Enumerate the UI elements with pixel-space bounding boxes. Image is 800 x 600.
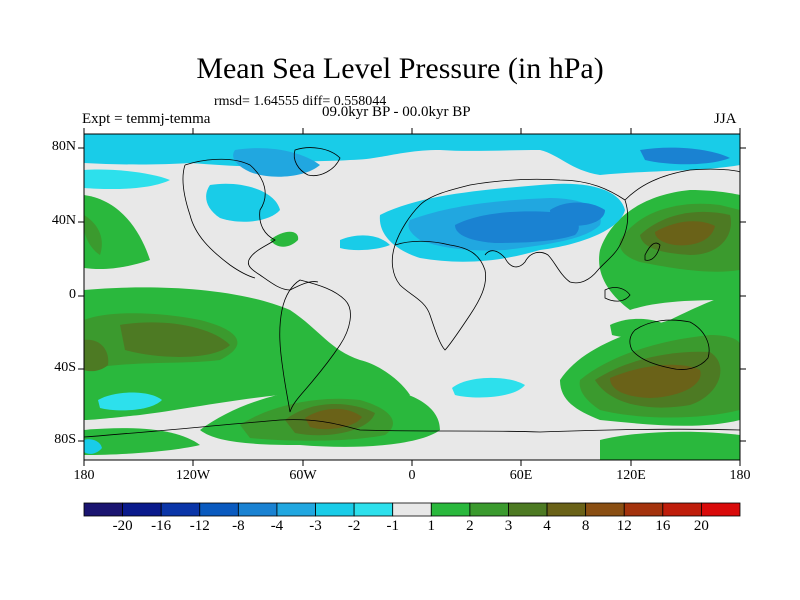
colorbar-label: 4 — [543, 518, 551, 534]
colorbar-swatch — [392, 502, 432, 517]
colorbar-swatch — [701, 502, 741, 517]
season-label: JJA — [714, 111, 737, 127]
longitude-label: 180 — [73, 468, 95, 483]
negative-region — [550, 202, 605, 226]
longitude-label: 60E — [509, 468, 533, 483]
latitude-label: 40S — [54, 360, 76, 375]
colorbar-label: 12 — [616, 518, 632, 534]
colorbar-label: -4 — [270, 518, 284, 534]
positive-region — [84, 215, 102, 255]
south-america-coast — [279, 279, 351, 413]
positive-region — [655, 221, 715, 246]
period-label: 09.0kyr BP - 00.0kyr BP — [322, 104, 471, 120]
map-field — [84, 134, 740, 460]
eurasia-coast — [394, 178, 629, 284]
colorbar-swatch — [199, 502, 239, 517]
colorbar-label: 16 — [655, 518, 671, 534]
positive-region — [610, 318, 670, 338]
negative-region — [84, 439, 102, 454]
colorbar-label: 3 — [504, 518, 513, 534]
colorbar-swatch — [353, 502, 394, 517]
colorbar-swatch — [122, 502, 162, 517]
positive-region — [270, 231, 299, 247]
positive-region — [84, 339, 109, 372]
longitude-label: 0 — [408, 468, 416, 483]
colorbar-swatch — [237, 502, 278, 517]
colorbar-label: -20 — [112, 518, 133, 534]
colorbar-label: 1 — [427, 518, 436, 534]
colorbar-swatch — [276, 502, 316, 517]
eurasia-coast — [624, 168, 740, 201]
colorbar-swatch — [585, 502, 625, 517]
latitude-label: 80N — [51, 139, 76, 154]
negative-region — [455, 211, 579, 243]
statistics-text: rmsd= 1.64555 diff= 0.558044 — [214, 94, 387, 109]
longitude-label: 120W — [175, 468, 211, 483]
africa-coast — [391, 240, 487, 351]
longitude-label: 60W — [289, 468, 317, 483]
colorbar-swatch — [315, 502, 355, 517]
antarctica-coast — [84, 419, 740, 438]
colorbar-swatch — [469, 502, 509, 517]
colorbar-swatch — [546, 502, 587, 517]
longitude-label: 120E — [616, 468, 646, 483]
latitude-label: 40N — [51, 213, 76, 228]
negative-region — [84, 169, 170, 190]
colorbar-swatch — [160, 502, 201, 517]
positive-region — [600, 431, 740, 460]
colorbar-label: -16 — [151, 518, 172, 534]
positive-region — [120, 322, 230, 357]
colorbar-label: 2 — [466, 518, 474, 534]
colorbar-label: 8 — [581, 518, 590, 534]
negative-region — [640, 147, 730, 165]
colorbar-label: -12 — [189, 518, 210, 534]
negative-region — [340, 235, 390, 251]
positive-region — [610, 364, 701, 398]
colorbar-swatch — [508, 502, 548, 517]
australia-coast — [629, 319, 710, 370]
north-america-coast — [182, 164, 256, 279]
colorbar-label: -8 — [232, 518, 245, 534]
colorbar — [83, 502, 741, 517]
colorbar-swatch — [662, 502, 702, 517]
coastlines — [84, 147, 740, 438]
colorbar-swatch — [430, 502, 471, 517]
greenland-coast — [293, 147, 341, 177]
experiment-label: Expt = temmj-temma — [82, 111, 211, 127]
north-america-coast — [184, 158, 319, 291]
japan-coast — [644, 242, 661, 261]
negative-region — [206, 183, 280, 222]
colorbar-label: -3 — [309, 518, 322, 534]
colorbar-swatch — [623, 502, 664, 517]
longitude-label: 180 — [729, 468, 751, 483]
colorbar-label: -2 — [347, 518, 361, 534]
colorbar-label: -1 — [386, 518, 399, 534]
colorbar-label: 20 — [693, 518, 709, 534]
axis-ticks — [78, 128, 746, 466]
negative-region — [452, 377, 525, 398]
colorbar-swatch — [83, 502, 123, 517]
maritime-coast — [604, 287, 631, 302]
latitude-label: 0 — [69, 287, 76, 302]
map-title: Mean Sea Level Pressure (in hPa) — [196, 52, 604, 85]
positive-region — [305, 408, 362, 430]
latitude-label: 80S — [54, 432, 76, 447]
negative-region — [98, 392, 162, 411]
